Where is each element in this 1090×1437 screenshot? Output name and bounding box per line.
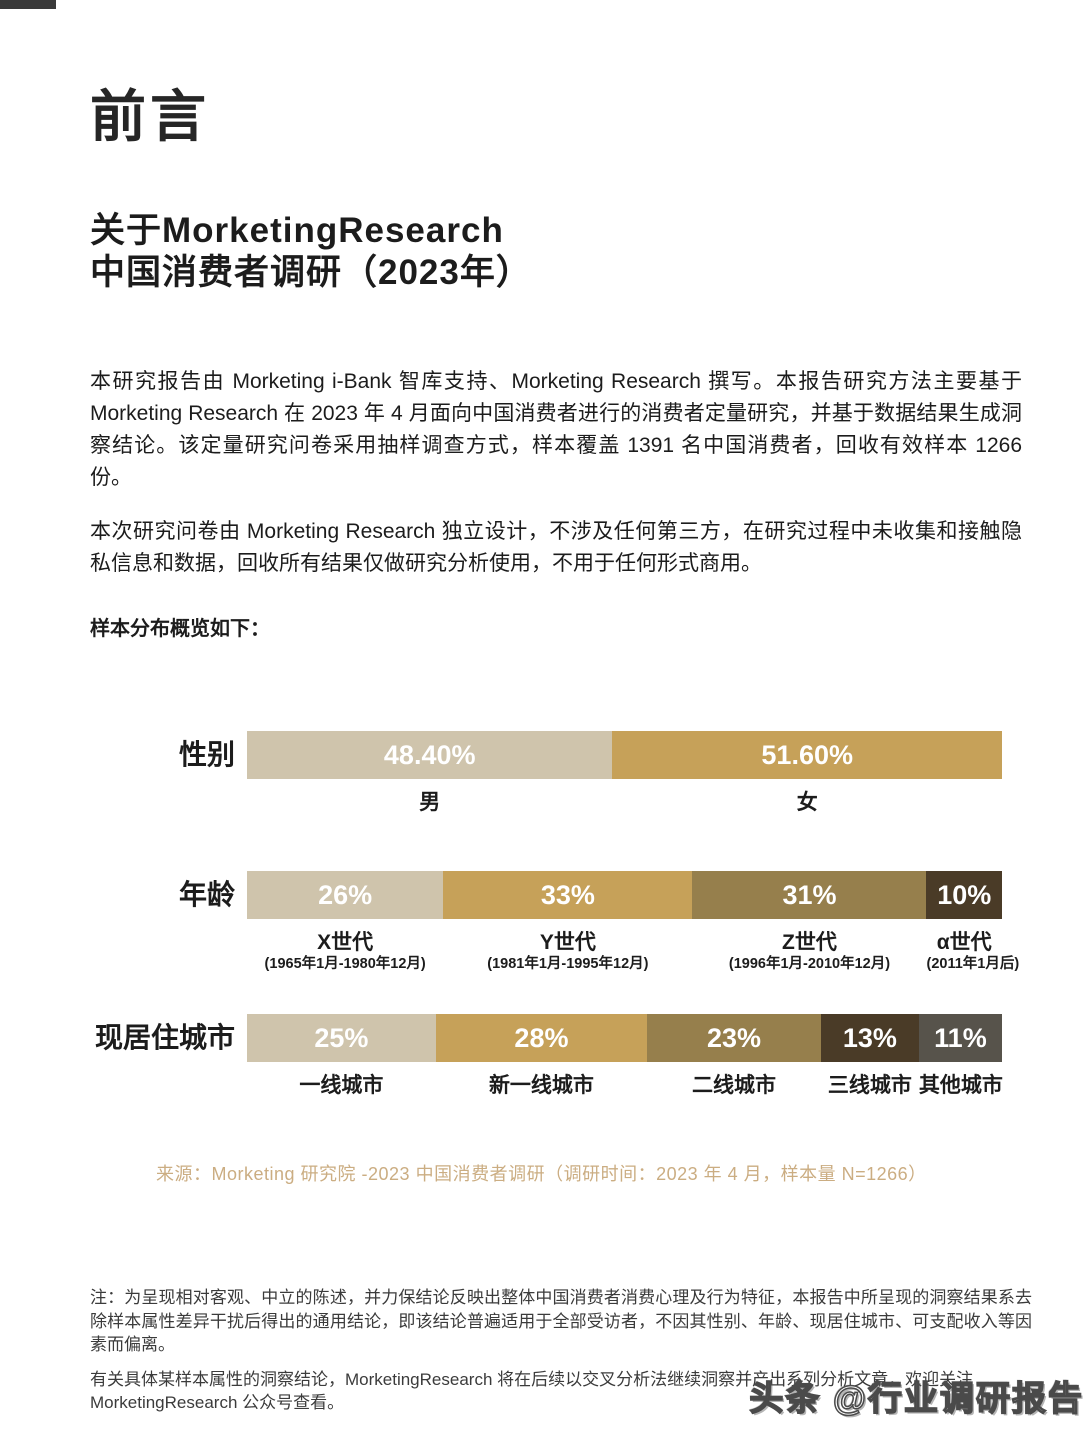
chart-row-label: 年龄 — [178, 879, 235, 910]
segment-range-label: (2011年1月后) — [926, 956, 1020, 972]
bar-segment: 13% — [820, 1014, 919, 1062]
sample-overview-label: 样本分布概览如下： — [90, 618, 270, 640]
bar-segment-label: Z世代 (1996年1月-2010年12月) — [692, 930, 926, 973]
bar-segment: 48.40% — [247, 731, 613, 779]
chart-row-3: 现居住城市 25% 28% 23% 13% 11% 一线城市 新一线城市 二线城市 三线城市 其他城… — [90, 1014, 1003, 1098]
chart-bar-column: 26% 33% 31% 10% X世代 (1965年1月-1980年12月) Y世代 (198… — [247, 871, 1020, 973]
chart-bar-column: 48.40% 51.60% 男女 — [247, 731, 1002, 815]
bar-segment: 26% — [247, 871, 444, 919]
bar-segment-label: 男 — [247, 790, 612, 815]
intro-paragraph: 本研究报告由 Morketing i-Bank 智库支持、Morketing R… — [90, 370, 1022, 489]
bar-segment: 10% — [926, 871, 1002, 919]
bar-segment-labels: 一线城市 新一线城市 二线城市 三线城市 其他城市 — [247, 1073, 1003, 1098]
section-heading: 关于MorketingResearch 中国消费者调研（2023年） — [90, 210, 532, 294]
bar-segment-label: 女 — [612, 790, 1002, 815]
segment-range-label: (1981年1月-1995年12月) — [487, 956, 649, 972]
bar-segment-label: α世代 (2011年1月后) — [926, 930, 1020, 973]
chart-bar-column: 25% 28% 23% 13% 11% 一线城市 新一线城市 二线城市 三线城市 其他城市 — [247, 1014, 1003, 1098]
watermark: 头条 @行业调研报告 — [749, 1379, 1084, 1419]
bar-segment: 25% — [247, 1014, 436, 1062]
page-corner-mark — [0, 0, 56, 9]
stacked-bar: 48.40% 51.60% — [247, 731, 1002, 779]
segment-category-label: 男 — [419, 791, 441, 814]
page-title: 前言 — [90, 85, 210, 148]
chart-row-2: 年龄 26% 33% 31% 10% X世代 (1965年1月-1980年12月) Y世代 (1… — [90, 871, 1020, 973]
bar-segment-label: X世代 (1965年1月-1980年12月) — [247, 930, 443, 973]
bar-segment: 51.60% — [612, 731, 1002, 779]
chart-row-label: 现居住城市 — [94, 1022, 235, 1053]
segment-category-label: X世代 — [317, 931, 374, 954]
chart-row-label: 性别 — [178, 739, 235, 770]
segment-range-label: (1965年1月-1980年12月) — [264, 956, 426, 972]
segment-category-label: 其他城市 — [918, 1074, 1003, 1097]
segment-category-label: Y世代 — [539, 931, 596, 954]
bar-segment: 28% — [435, 1014, 648, 1062]
segment-category-label: 女 — [796, 791, 818, 814]
bar-segment-label: 一线城市 — [247, 1073, 436, 1098]
bar-segment-label: Y世代 (1981年1月-1995年12月) — [443, 930, 692, 973]
bar-segment-labels: 男女 — [247, 790, 1002, 815]
bar-segment: 23% — [647, 1014, 821, 1062]
segment-category-label: α世代 — [936, 931, 992, 954]
chart-row-1: 性别 48.40% 51.60% 男女 — [90, 731, 1002, 815]
bar-segment-label: 其他城市 — [918, 1073, 1003, 1098]
privacy-paragraph: 本次研究问卷由 Morketing Research 独立设计，不涉及任何第三方… — [90, 520, 1022, 575]
stacked-bar: 26% 33% 31% 10% — [247, 871, 1002, 919]
bar-segment-labels: X世代 (1965年1月-1980年12月) Y世代 (1981年1月-1995年12… — [247, 930, 1020, 973]
section-heading-line1: 关于MorketingResearch — [90, 211, 504, 250]
segment-category-label: 新一线城市 — [488, 1074, 594, 1097]
segment-category-label: Z世代 — [782, 931, 837, 954]
segment-range-label: (1996年1月-2010年12月) — [728, 956, 891, 972]
segment-category-label: 一线城市 — [299, 1074, 384, 1097]
closing-note: 有关具体某样本属性的洞察结论，MorketingResearch 将在后续以交叉… — [90, 1370, 974, 1412]
footnote: 注：为呈现相对客观、中立的陈述，并力保结论反映出整体中国消费者消费心理及行为特征… — [90, 1288, 1032, 1354]
bar-segment: 33% — [443, 871, 693, 919]
segment-category-label: 三线城市 — [827, 1074, 912, 1097]
bar-segment: 11% — [918, 1014, 1002, 1062]
stacked-bar: 25% 28% 23% 13% 11% — [247, 1014, 1002, 1062]
segment-category-label: 二线城市 — [691, 1074, 776, 1097]
bar-segment-label: 二线城市 — [647, 1073, 821, 1098]
bar-segment-label: 新一线城市 — [436, 1073, 647, 1098]
bar-segment: 31% — [692, 871, 927, 919]
bar-segment-label: 三线城市 — [821, 1073, 919, 1098]
section-heading-line2: 中国消费者调研（2023年） — [90, 253, 532, 292]
source-note: 来源：Morketing 研究院 -2023 中国消费者调研（调研时间：2023… — [156, 1164, 927, 1184]
